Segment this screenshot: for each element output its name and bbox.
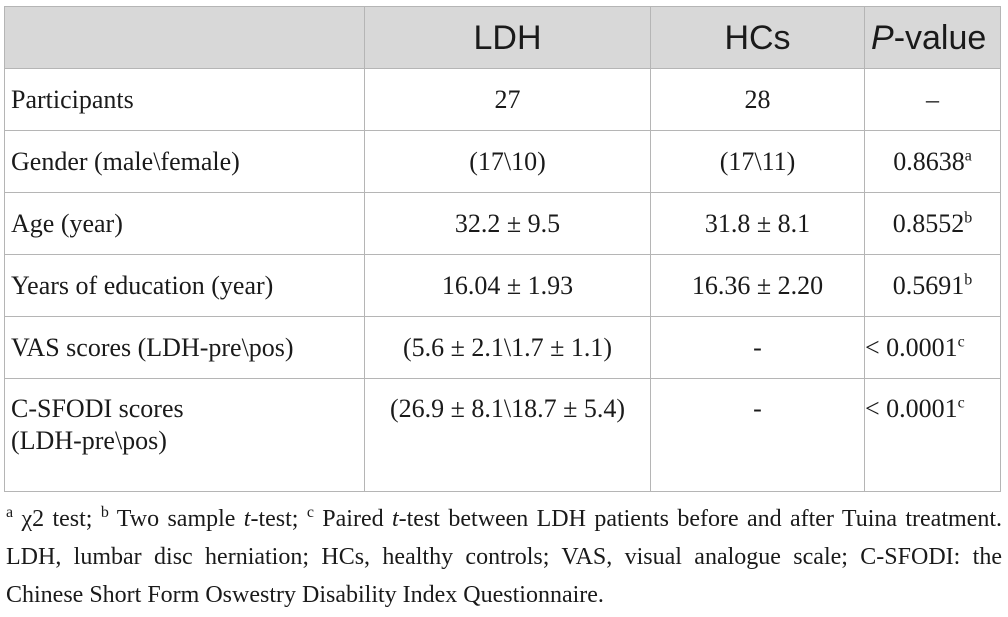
row-label: Gender (male\female) <box>4 130 365 193</box>
p-superscript: b <box>964 208 973 226</box>
row-label: Years of education (year) <box>4 254 365 317</box>
cell-hcs: 16.36 ± 2.20 <box>650 254 865 317</box>
header-ldh: LDH <box>364 6 651 69</box>
p-value: < 0.0001 <box>865 394 958 423</box>
header-p-italic: P <box>871 18 894 57</box>
p-superscript: c <box>957 332 965 350</box>
table-footnote: a χ2 test; b Two sample t-test; c Paired… <box>6 500 1002 614</box>
cell-ldh: (26.9 ± 8.1\18.7 ± 5.4) <box>364 378 651 492</box>
cell-hcs: (17\11) <box>650 130 865 193</box>
cell-ldh: 16.04 ± 1.93 <box>364 254 651 317</box>
table-row: Gender (male\female) (17\10) (17\11) 0.8… <box>4 130 1001 193</box>
header-empty <box>4 6 365 69</box>
row-label: C-SFODI scores (LDH-pre\pos) <box>4 378 365 492</box>
row-label: Age (year) <box>4 192 365 255</box>
cell-p: – <box>864 68 1001 131</box>
table-row: Years of education (year) 16.04 ± 1.93 1… <box>4 254 1001 317</box>
row-label: VAS scores (LDH-pre\pos) <box>4 316 365 379</box>
p-value: 0.8638 <box>893 146 965 176</box>
footnote-text-d: Paired <box>313 506 392 532</box>
header-p-value: P-value <box>864 6 1001 69</box>
header-p-rest: -value <box>893 18 987 57</box>
footnote-text-c: -test; <box>250 506 307 532</box>
cell-ldh: (5.6 ± 2.1\1.7 ± 1.1) <box>364 316 651 379</box>
cell-hcs: 31.8 ± 8.1 <box>650 192 865 255</box>
table-row: VAS scores (LDH-pre\pos) (5.6 ± 2.1\1.7 … <box>4 316 1001 379</box>
cell-hcs: 28 <box>650 68 865 131</box>
p-value: < 0.0001 <box>865 332 958 362</box>
p-superscript: b <box>964 270 973 288</box>
footnote-text-b: Two sample <box>108 506 244 532</box>
header-hcs: HCs <box>650 6 865 69</box>
p-superscript: a <box>964 146 972 164</box>
footnote-text-a: χ2 test; <box>13 506 101 532</box>
cell-ldh: 32.2 ± 9.5 <box>364 192 651 255</box>
footnote-t-italic: t <box>243 506 251 532</box>
row-label-line2: (LDH-pre\pos) <box>11 426 167 455</box>
p-value: 0.8552 <box>892 208 965 238</box>
p-value: 0.5691 <box>892 270 965 300</box>
cell-p: 0.8552b <box>864 192 1001 255</box>
cell-hcs: - <box>650 316 865 379</box>
cell-ldh: 27 <box>364 68 651 131</box>
footnote-sup-a: a <box>6 504 14 521</box>
footnote-text-e: -test between LDH patients before and af… <box>6 506 1002 608</box>
cell-p: < 0.0001c <box>864 378 1001 492</box>
row-label-line1: C-SFODI scores <box>11 394 184 423</box>
footnote-t-italic: t <box>391 506 399 532</box>
p-superscript: c <box>957 394 965 412</box>
table-row: Age (year) 32.2 ± 9.5 31.8 ± 8.1 0.8552b <box>4 192 1001 255</box>
p-value: – <box>926 84 939 114</box>
table-row: C-SFODI scores (LDH-pre\pos) (26.9 ± 8.1\… <box>4 378 1001 492</box>
demographics-table: LDH HCs P-value Participants 27 28 – Gen… <box>4 6 1001 492</box>
cell-p: 0.8638a <box>864 130 1001 193</box>
row-label: Participants <box>4 68 365 131</box>
cell-hcs: - <box>650 378 865 492</box>
cell-ldh: (17\10) <box>364 130 651 193</box>
table-row: Participants 27 28 – <box>4 68 1001 131</box>
header-row: LDH HCs P-value <box>4 6 1001 69</box>
footnote-sup-c: c <box>306 504 314 521</box>
cell-p: < 0.0001c <box>864 316 1001 379</box>
footnote-sup-b: b <box>100 504 109 521</box>
cell-p: 0.5691b <box>864 254 1001 317</box>
